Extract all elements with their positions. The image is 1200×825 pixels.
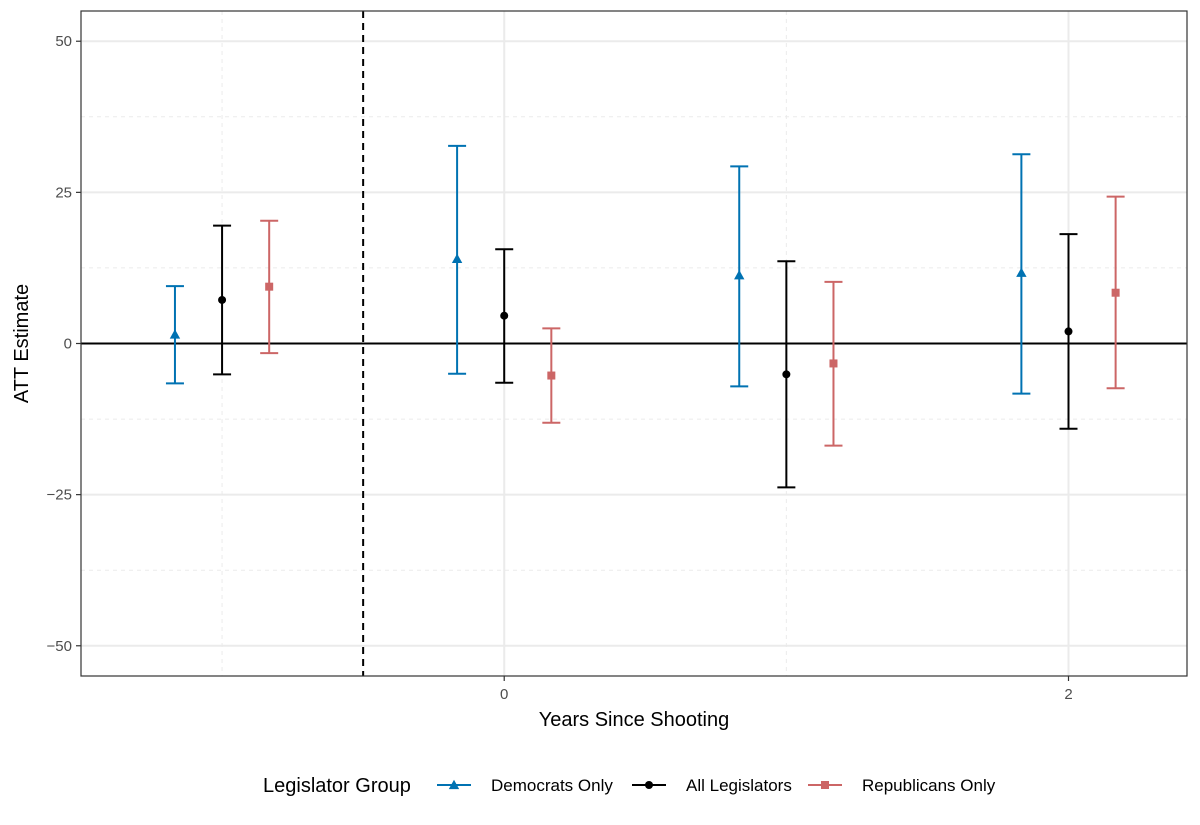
series-all-legislators <box>213 224 1078 489</box>
legend-item-democrats-only: Democrats Only <box>437 776 613 795</box>
series-layer <box>165 144 1125 489</box>
point-estimate-democrats-only <box>451 253 463 264</box>
legend-key-marker <box>448 779 460 790</box>
reference-lines <box>81 11 1187 676</box>
legend-label: All Legislators <box>686 776 792 795</box>
series-republicans-only <box>260 195 1125 447</box>
y-tick-label: 25 <box>55 184 72 201</box>
y-tick-label: −25 <box>47 487 72 504</box>
axis-ticks: −50 −25 0 25 50 0 2 <box>47 33 1073 703</box>
series-democrats-only <box>165 144 1031 395</box>
point-estimate-republicans-only <box>829 359 838 368</box>
x-axis-title: Years Since Shooting <box>539 709 730 731</box>
point-estimate-democrats-only <box>169 329 181 339</box>
y-tick-label: 0 <box>64 336 72 353</box>
legend-key-marker <box>821 781 829 789</box>
legend-label: Democrats Only <box>491 776 613 795</box>
legend-title: Legislator Group <box>263 775 411 797</box>
legend-item-all-legislators: All Legislators <box>632 776 792 795</box>
x-tick-label: 0 <box>500 686 508 703</box>
point-estimate-all-legislators <box>500 311 509 320</box>
y-tick-label: 50 <box>55 33 72 50</box>
legend-key-marker <box>645 781 653 789</box>
y-tick-label: −50 <box>47 638 72 655</box>
y-axis-title: ATT Estimate <box>11 284 33 403</box>
point-estimate-republicans-only <box>547 371 556 380</box>
legend-label: Republicans Only <box>862 776 996 795</box>
point-estimate-republicans-only <box>1111 288 1120 297</box>
point-estimate-all-legislators <box>1064 327 1073 336</box>
legend-item-republicans-only: Republicans Only <box>808 776 996 795</box>
legend: Legislator Group Democrats Only All Legis… <box>263 775 996 797</box>
point-estimate-democrats-only <box>1016 267 1027 277</box>
point-estimate-all-legislators <box>782 370 791 379</box>
x-tick-label: 2 <box>1064 686 1072 703</box>
point-estimate-republicans-only <box>265 282 274 291</box>
point-estimate-democrats-only <box>734 269 745 280</box>
point-estimate-all-legislators <box>218 295 227 304</box>
